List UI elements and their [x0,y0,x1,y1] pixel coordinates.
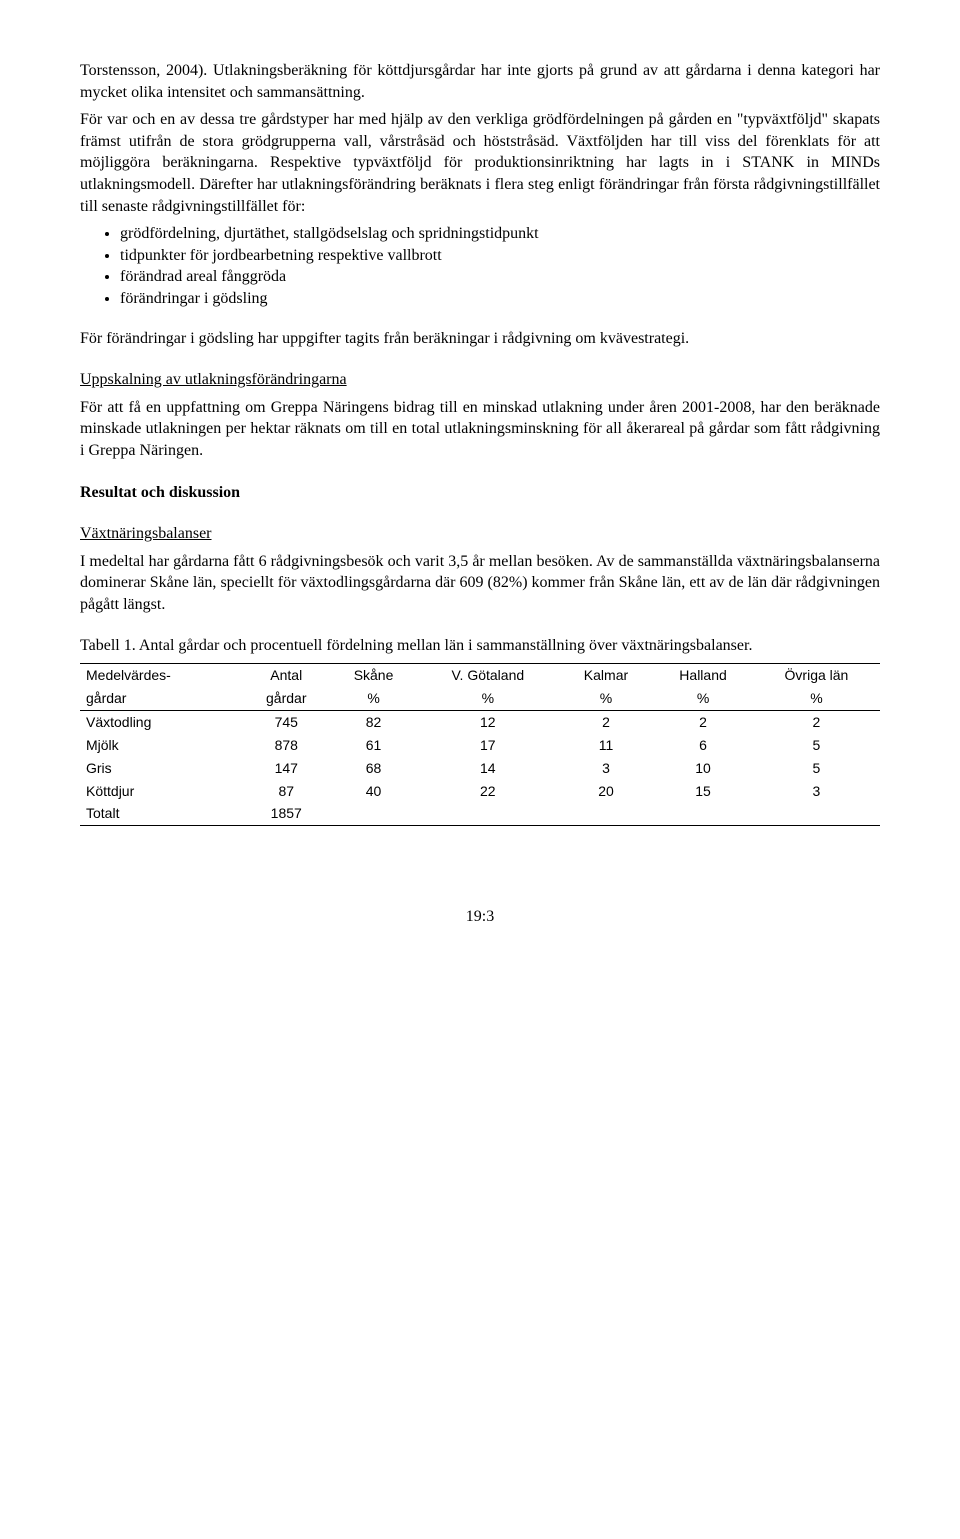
table-cell: 878 [242,734,330,757]
col-header: % [559,687,653,710]
table-row: Köttdjur87402220153 [80,780,880,803]
data-table: Medelvärdes- Antal Skåne V. Götaland Kal… [80,663,880,826]
table-caption: Tabell 1. Antal gårdar och procentuell f… [80,635,880,657]
col-header: % [417,687,559,710]
table-cell: 14 [417,757,559,780]
table-cell: 2 [653,710,753,733]
table-cell [653,802,753,825]
list-item: tidpunkter för jordbearbetning respektiv… [120,245,880,267]
paragraph-fertilization: För förändringar i gödsling har uppgifte… [80,328,880,350]
table-cell: 2 [559,710,653,733]
table-cell: 3 [559,757,653,780]
heading-results: Resultat och diskussion [80,482,880,504]
table-cell: 147 [242,757,330,780]
table-cell: 1857 [242,802,330,825]
table-cell: Gris [80,757,242,780]
table-cell: 40 [330,780,417,803]
table-row: Totalt1857 [80,802,880,825]
col-header: Medelvärdes- [80,664,242,687]
table-cell: 6 [653,734,753,757]
col-header: Halland [653,664,753,687]
table-cell: Totalt [80,802,242,825]
table-cell: 745 [242,710,330,733]
table-cell: 68 [330,757,417,780]
paragraph-method: För var och en av dessa tre gårdstyper h… [80,109,880,217]
table-body: Växtodling7458212222Mjölk87861171165Gris… [80,710,880,825]
paragraph-intro: Torstensson, 2004). Utlakningsberäkning … [80,60,880,103]
subheading-upscaling: Uppskalning av utlakningsförändringarna [80,369,880,391]
table-cell: 20 [559,780,653,803]
col-header: % [653,687,753,710]
table-cell: Växtodling [80,710,242,733]
table-cell: 5 [753,734,880,757]
table-row: Mjölk87861171165 [80,734,880,757]
list-item: förändringar i gödsling [120,288,880,310]
table-cell: 11 [559,734,653,757]
table-cell [417,802,559,825]
table-cell: 3 [753,780,880,803]
table-header-row: gårdar gårdar % % % % % [80,687,880,710]
list-item: grödfördelning, djurtäthet, stallgödsels… [120,223,880,245]
col-header: gårdar [242,687,330,710]
table-cell [753,802,880,825]
col-header: gårdar [80,687,242,710]
table-cell: 15 [653,780,753,803]
table-cell [330,802,417,825]
page-number: 19:3 [80,906,880,928]
table-cell: 61 [330,734,417,757]
table-cell: 12 [417,710,559,733]
table-row: Gris14768143105 [80,757,880,780]
bullet-list: grödfördelning, djurtäthet, stallgödsels… [80,223,880,309]
table-cell: 5 [753,757,880,780]
col-header: Antal [242,664,330,687]
table-cell: Mjölk [80,734,242,757]
table-cell: 10 [653,757,753,780]
paragraph-balances: I medeltal har gårdarna fått 6 rådgivnin… [80,551,880,616]
table-row: Växtodling7458212222 [80,710,880,733]
table-header-row: Medelvärdes- Antal Skåne V. Götaland Kal… [80,664,880,687]
table-cell: 17 [417,734,559,757]
table-cell: 82 [330,710,417,733]
col-header: % [753,687,880,710]
col-header: Kalmar [559,664,653,687]
subheading-balances: Växtnäringsbalanser [80,523,880,545]
col-header: Skåne [330,664,417,687]
table-cell [559,802,653,825]
table-cell: 22 [417,780,559,803]
paragraph-upscaling: För att få en uppfattning om Greppa Näri… [80,397,880,462]
col-header: % [330,687,417,710]
list-item: förändrad areal fånggröda [120,266,880,288]
table-cell: 2 [753,710,880,733]
col-header: V. Götaland [417,664,559,687]
table-cell: 87 [242,780,330,803]
col-header: Övriga län [753,664,880,687]
table-cell: Köttdjur [80,780,242,803]
